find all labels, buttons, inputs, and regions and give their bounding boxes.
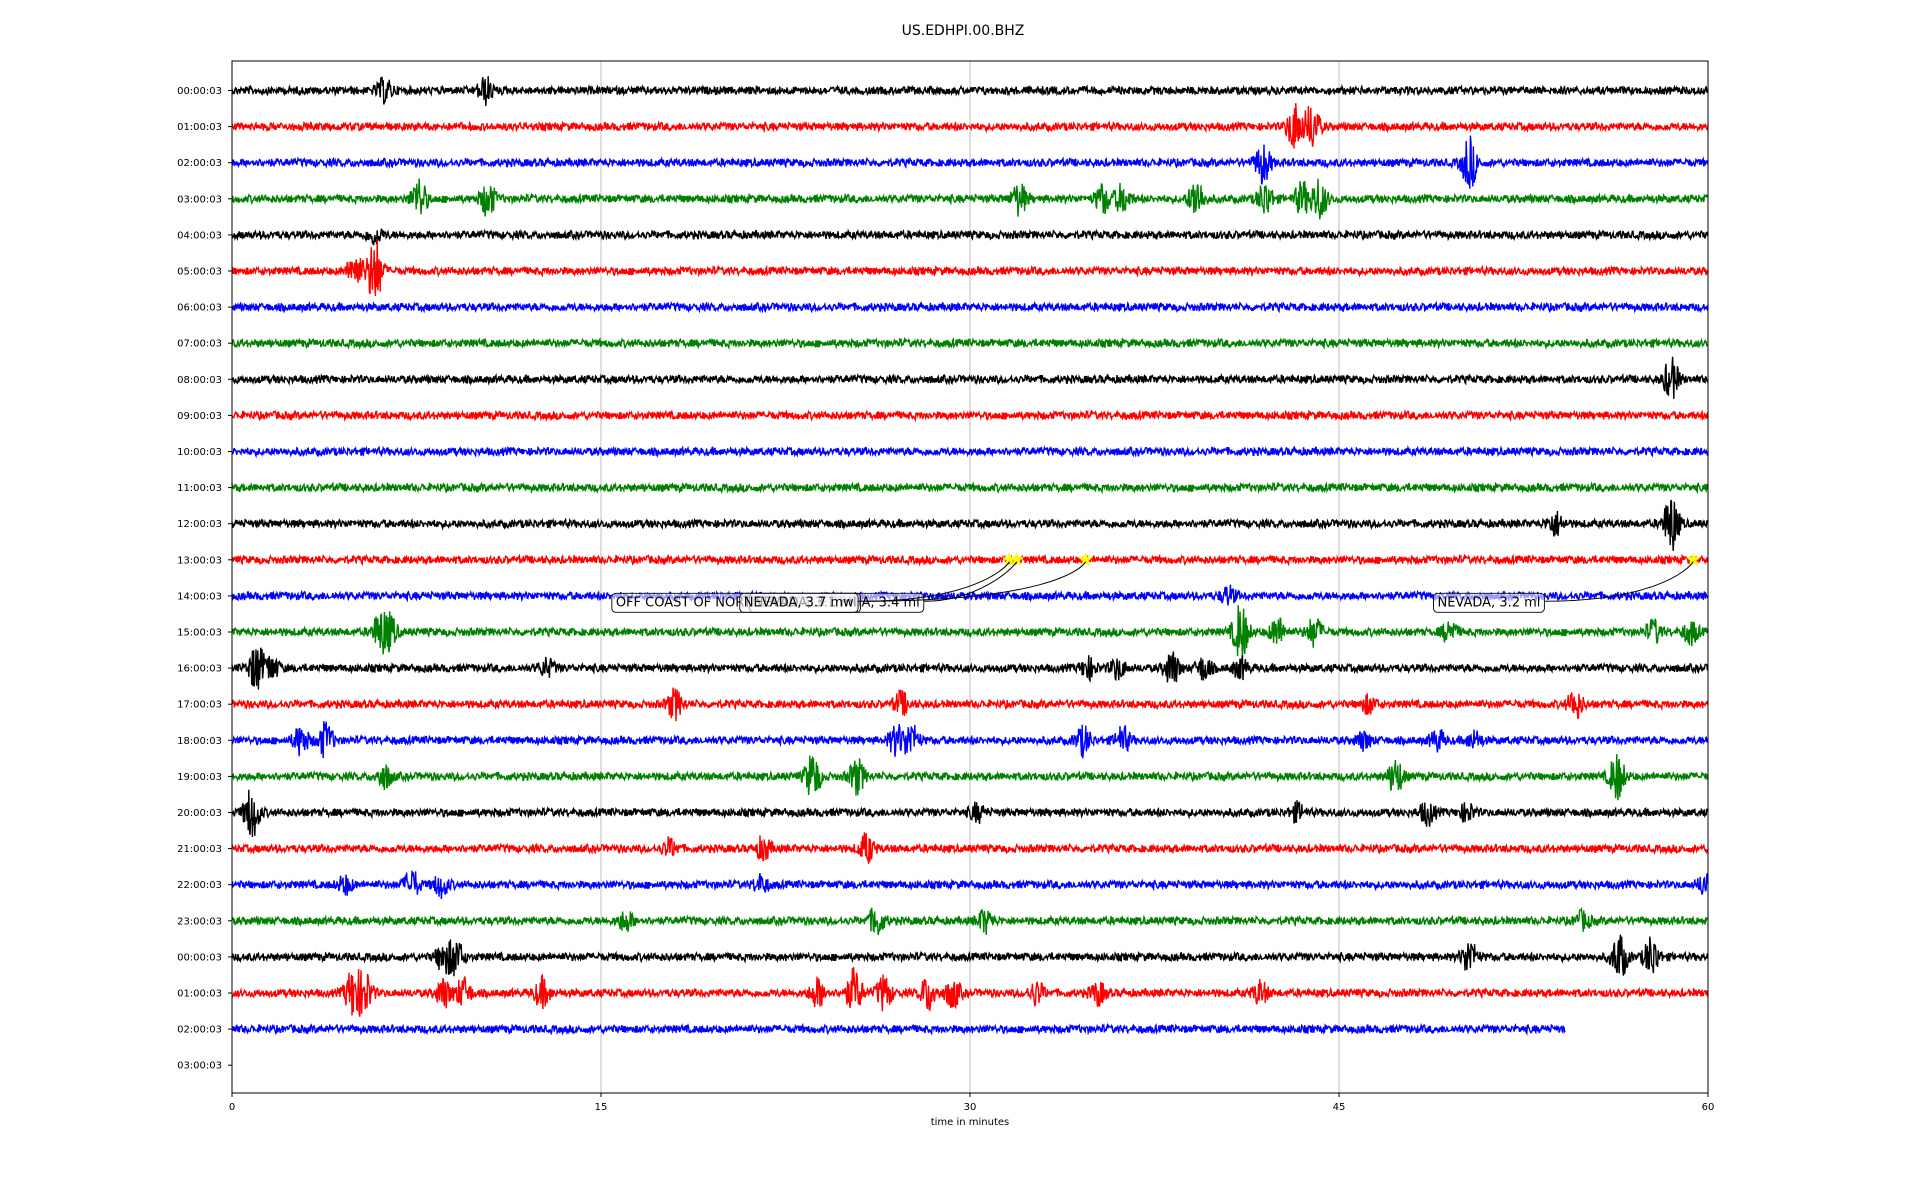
y-tick-label-5: 05:00:03	[177, 267, 222, 278]
x-axis-ticks: 0 15 30 45 60	[229, 1093, 1715, 1113]
trace-row-13	[231, 553, 1709, 567]
annotation-leader-1	[860, 561, 1010, 602]
y-tick-label-0: 00:00:03	[177, 86, 222, 97]
trace-row-20	[231, 789, 1709, 838]
x-tick-label-1: 15	[595, 1102, 608, 1113]
y-tick-label-21: 21:00:03	[177, 844, 222, 855]
trace-row-17	[231, 687, 1709, 722]
y-tick-label-15: 15:00:03	[177, 628, 222, 639]
y-tick-label-7: 07:00:03	[177, 339, 222, 350]
trace-row-4	[231, 227, 1709, 246]
event-markers	[1002, 552, 1701, 567]
y-tick-label-19: 19:00:03	[177, 772, 222, 783]
y-tick-label-12: 12:00:03	[177, 519, 222, 530]
y-tick-label-10: 10:00:03	[177, 447, 222, 458]
y-tick-label-20: 20:00:03	[177, 808, 222, 819]
y-tick-label-9: 09:00:03	[177, 411, 222, 422]
y-tick-label-14: 14:00:03	[177, 591, 222, 602]
trace-row-19	[231, 754, 1709, 801]
trace-row-25	[231, 966, 1709, 1017]
y-tick-label-23: 23:00:03	[177, 916, 222, 927]
x-tick-label-3: 45	[1333, 1102, 1346, 1113]
event-marker-3	[1685, 552, 1701, 567]
plot-frame	[231, 60, 1709, 1094]
annotation-text-2: NEVADA, 3.7 mw	[744, 595, 854, 610]
annotation-box-3	[1433, 592, 1545, 613]
event-marker-1	[1009, 552, 1025, 567]
y-tick-label-27: 03:00:03	[177, 1061, 222, 1072]
trace-row-1	[231, 103, 1709, 149]
y-tick-label-17: 17:00:03	[177, 700, 222, 711]
annotation-text-3: NEVADA, 3.2 ml	[1437, 595, 1540, 610]
y-tick-label-1: 01:00:03	[177, 122, 222, 133]
trace-row-0	[231, 76, 1709, 106]
chart-title: US.EDHPI.00.BHZ	[902, 23, 1025, 39]
trace-row-6	[231, 300, 1709, 314]
trace-row-16	[231, 647, 1709, 690]
y-tick-label-24: 00:00:03	[177, 952, 222, 963]
annotation-box-2	[739, 592, 859, 613]
trace-row-18	[231, 721, 1709, 759]
grid-lines	[600, 61, 1340, 1093]
trace-row-12	[231, 499, 1709, 551]
trace-row-8	[231, 356, 1709, 399]
trace-row-11	[231, 481, 1709, 495]
trace-row-23	[231, 906, 1709, 936]
y-tick-label-26: 02:00:03	[177, 1025, 222, 1036]
y-tick-label-11: 11:00:03	[177, 483, 222, 494]
event-marker-2	[1078, 552, 1093, 567]
annotation-leader-2	[858, 561, 1087, 602]
x-tick-label-2: 30	[964, 1102, 977, 1113]
annotation-leader-0	[923, 561, 1018, 602]
y-tick-label-13: 13:00:03	[177, 555, 222, 566]
y-tick-label-4: 04:00:03	[177, 230, 222, 241]
trace-row-24	[231, 934, 1709, 977]
annotation-2: NEVADA, 3.7 mw	[739, 592, 859, 613]
trace-row-2	[231, 135, 1709, 189]
trace-row-21	[231, 832, 1709, 864]
event-annotations: OFF COAST OF NORTHERN CALIFORNIA, 3.4 ml…	[611, 561, 1694, 613]
y-tick-label-22: 22:00:03	[177, 880, 222, 891]
y-tick-label-18: 18:00:03	[177, 736, 222, 747]
x-tick-label-0: 0	[229, 1102, 235, 1113]
trace-row-15	[231, 605, 1709, 658]
trace-row-7	[231, 336, 1709, 351]
y-tick-label-2: 02:00:03	[177, 158, 222, 169]
y-tick-label-25: 01:00:03	[177, 989, 222, 1000]
y-tick-label-8: 08:00:03	[177, 375, 222, 386]
x-tick-label-4: 60	[1702, 1102, 1715, 1113]
trace-row-22	[231, 870, 1709, 900]
trace-row-9	[231, 408, 1709, 423]
y-tick-label-16: 16:00:03	[177, 664, 222, 675]
trace-row-5	[231, 238, 1709, 297]
annotation-leader-3	[1544, 561, 1694, 602]
trace-row-10	[231, 444, 1709, 459]
x-axis-label: time in minutes	[931, 1117, 1010, 1128]
trace-row-26	[231, 1022, 1566, 1036]
y-axis-ticks: 00:00:03 01:00:03 02:00:03 03:00:03 04:00:03…	[177, 86, 232, 1072]
trace-row-3	[231, 178, 1709, 220]
annotation-3: NEVADA, 3.2 ml	[1433, 592, 1545, 613]
y-tick-label-6: 06:00:03	[177, 303, 222, 314]
y-tick-label-3: 03:00:03	[177, 194, 222, 205]
